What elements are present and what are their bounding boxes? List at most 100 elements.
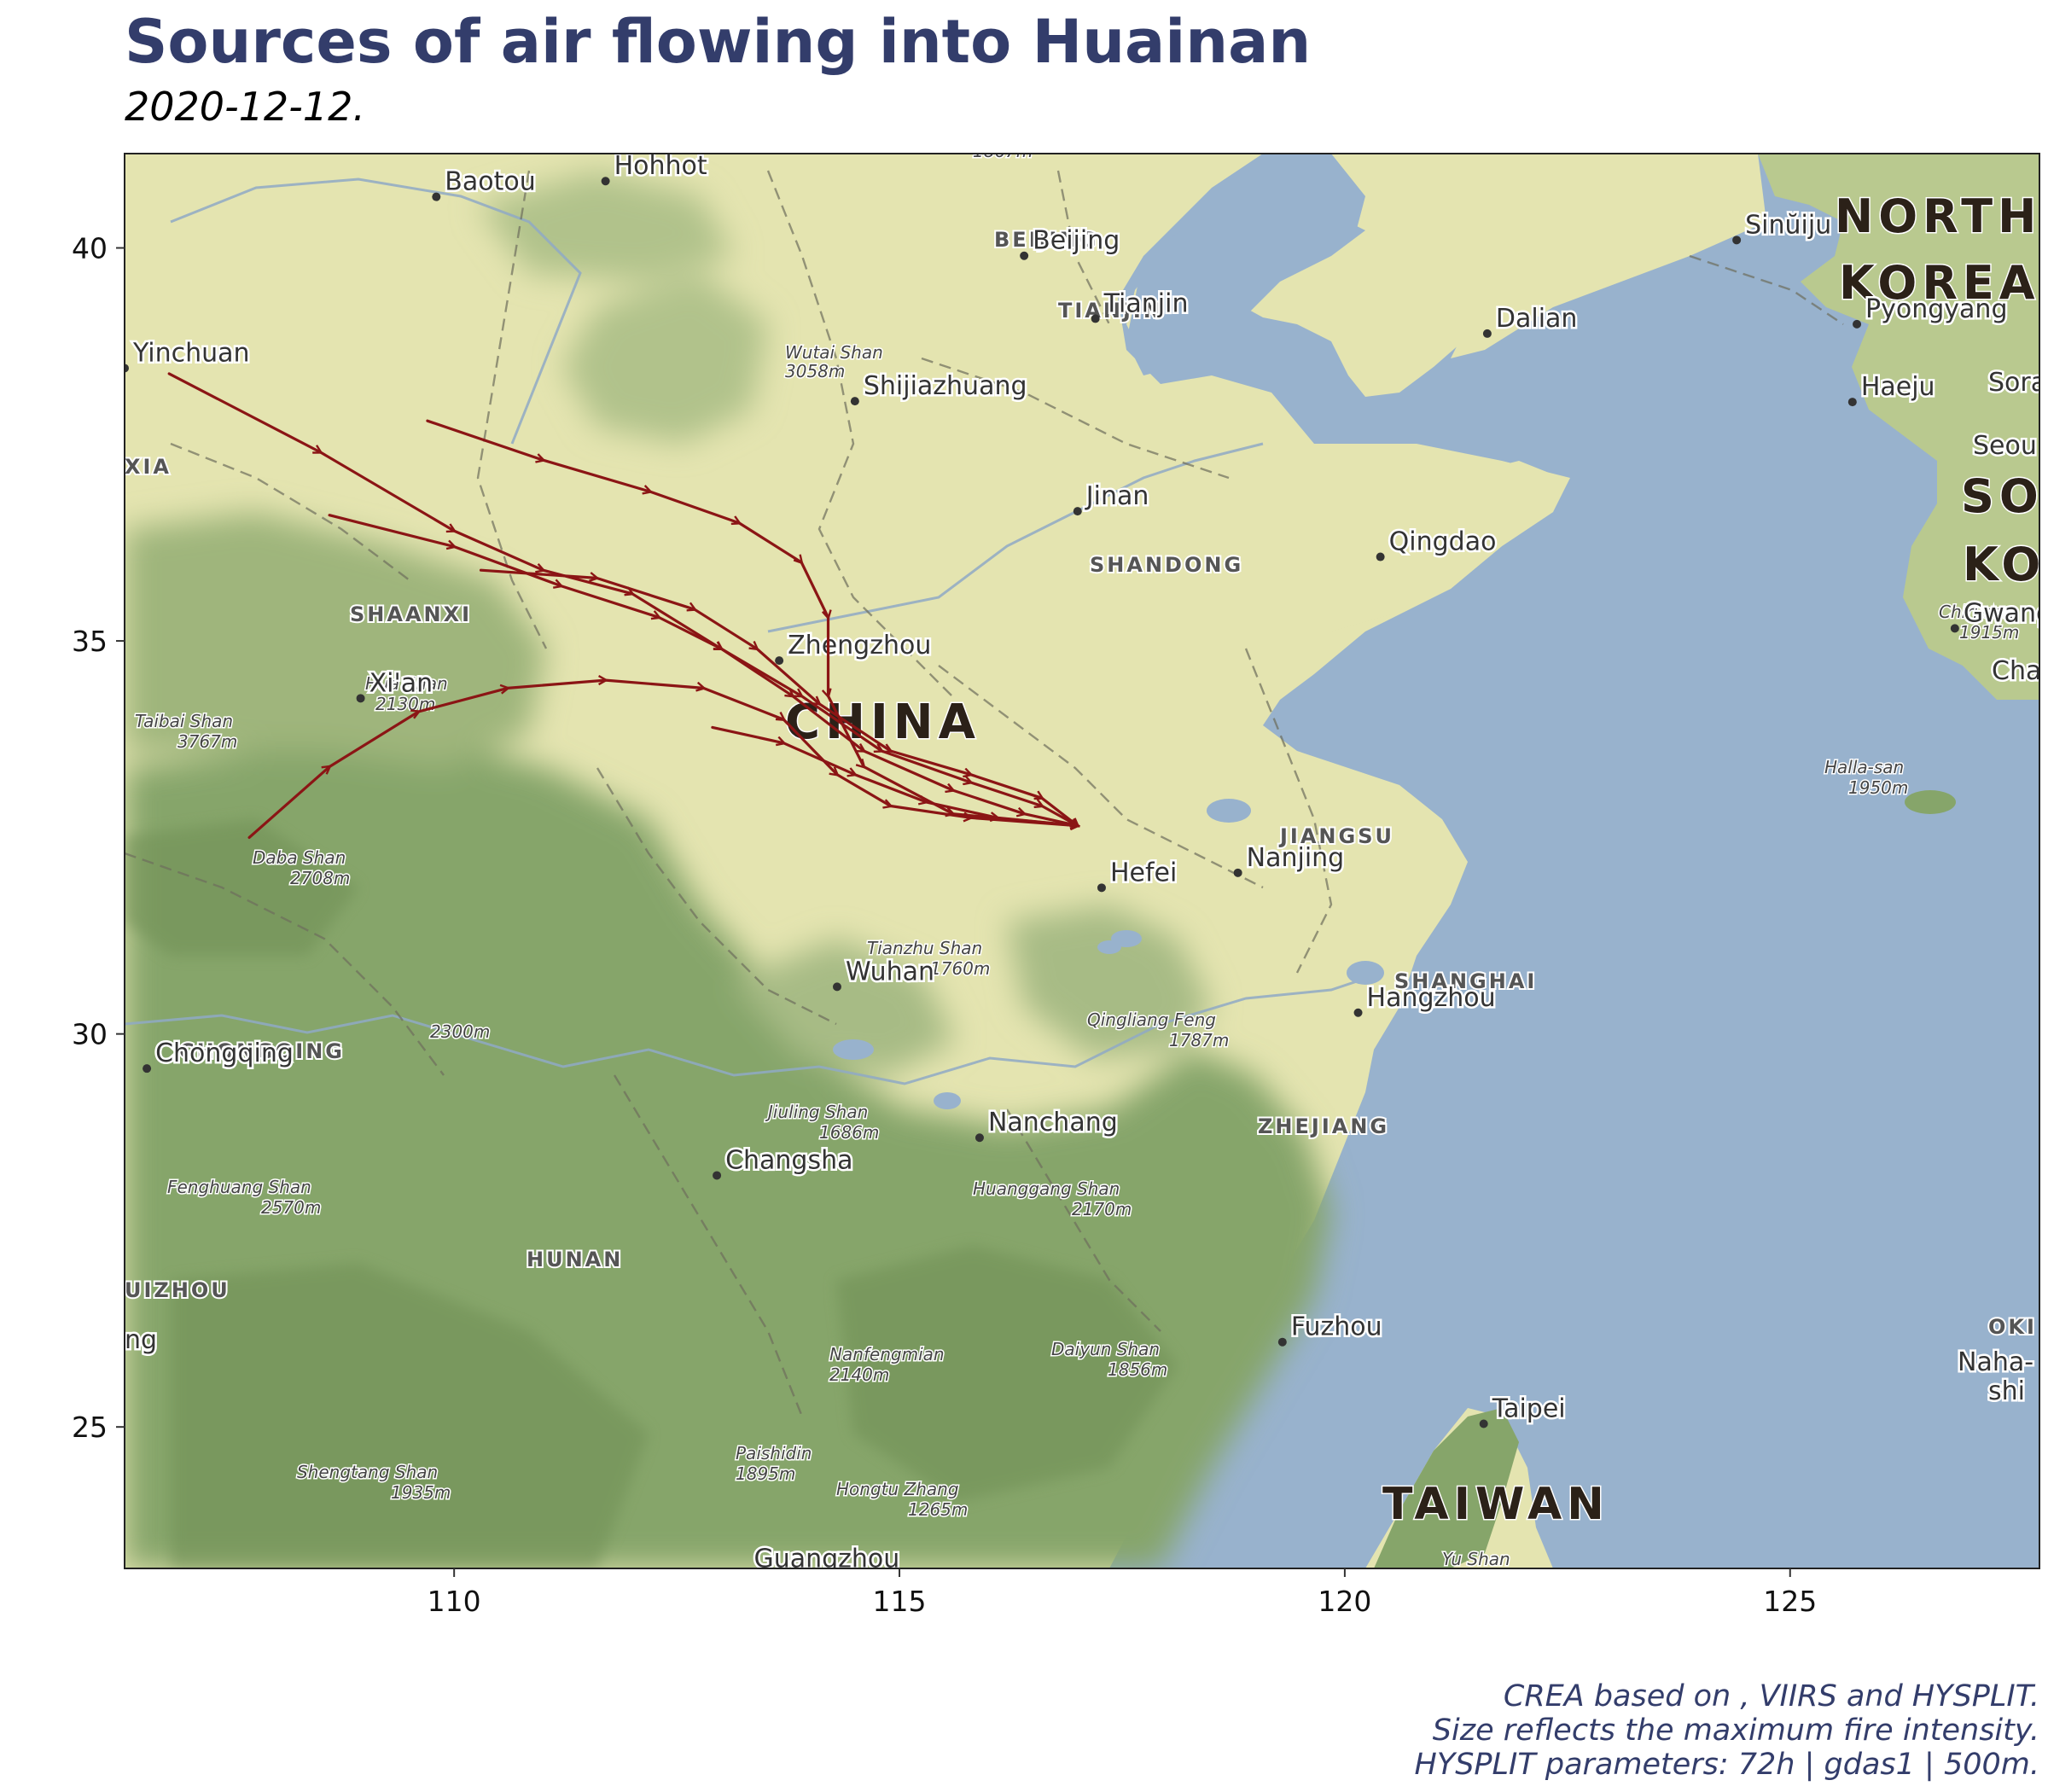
city-dot-dalian [1482, 329, 1492, 338]
province-label-shaanxi: SHAANXI [350, 602, 472, 626]
peak-elev-top: 1867m [973, 141, 1033, 161]
city-dot-pyongyang [1853, 319, 1862, 329]
trajectory-layer [167, 372, 1078, 839]
peak-elev-shengtang-shan: 1935m [391, 1482, 451, 1503]
peak-name-chiri-san: Chiri-san [1939, 602, 2015, 622]
axis-layer: 110 115 120 125 25 30 35 40 [72, 232, 1817, 1618]
province-label-jiangsu: JIANGSU [1278, 824, 1394, 848]
city-dot-qingdao [1376, 552, 1385, 561]
chart-title: Sources of air flowing into Huainan [125, 7, 1312, 77]
province-label-guizhou: UIZHOU [125, 1278, 230, 1302]
city-dot-taipei [1479, 1419, 1488, 1428]
country-label-north-korea-line1: NORTH [1835, 189, 2041, 243]
city-dot-changsha [713, 1171, 722, 1180]
country-label-taiwan: TAIWAN [1382, 1479, 1609, 1530]
bohai-sea [1126, 205, 1365, 375]
city-dot-guangzhou [741, 1569, 749, 1578]
taiwan-island [1374, 1408, 1519, 1568]
province-label-hunan: HUNAN [527, 1248, 623, 1271]
peak-name-hongtu-zhang: Hongtu Zhang [836, 1479, 959, 1499]
province-label-ningxia: XIA [125, 455, 172, 479]
city-label-taipei: Taipei [1492, 1394, 1566, 1424]
peak-elev-huanggang-shan: 2170m [1072, 1199, 1132, 1219]
city-label-naha-line2: shi [1988, 1376, 2025, 1406]
city-dot-gwangju [1950, 624, 1959, 633]
caption-line-2: Size reflects the maximum fire intensity… [1432, 1713, 2039, 1748]
caption-line-1: CREA based on , VIIRS and HYSPLIT. [1503, 1679, 2039, 1713]
city-label-seoul: Seou [1973, 431, 2037, 461]
peak-elev-daba-shan: 2708m [290, 868, 350, 888]
caption-line-3: HYSPLIT parameters: 72h | gdas1 | 500m. [1414, 1748, 2040, 1782]
peak-name-tianzhu-shan: Tianzhu Shan [867, 938, 982, 958]
trajectory-line-6 [711, 725, 1078, 825]
city-dot-fuzhou [1277, 1337, 1287, 1347]
y-tick-label: 35 [72, 625, 108, 658]
city-dot-yinchuan [125, 364, 129, 373]
city-label-guangzhou: Guangzhou [753, 1544, 899, 1574]
city-label-jinan: Jinan [1085, 481, 1149, 511]
peak-elev-qingliang-feng: 1787m [1169, 1030, 1229, 1050]
peak-name-halla-san: Halla-san [1824, 757, 1904, 777]
city-dot-nanjing [1233, 868, 1242, 877]
peak-name-qingliang-feng: Qingliang Feng [1087, 1009, 1216, 1030]
city-label-gwangju: Gwangju [1964, 598, 2048, 628]
peak-elev-paishidin: 1895m [736, 1463, 795, 1484]
province-label-shandong: SHANDONG [1090, 553, 1243, 577]
province-label-shanghai: SHANGHAI [1394, 969, 1537, 993]
liaodong-peninsula [1451, 154, 1766, 358]
peak-elev-daiyun-shan: 1856m [1108, 1359, 1167, 1380]
city-label-sora: Sora [1988, 368, 2046, 398]
peak-name-fenghuang-shan: Fenghuang Shan [167, 1177, 311, 1197]
city-label-wuhan: Wuhan [846, 957, 934, 986]
peak-name-huanggang-shan: Huanggang Shan [973, 1178, 1120, 1199]
peak-name-paishidin: Paishidin [736, 1443, 812, 1463]
terrain-shading [125, 819, 1178, 1568]
city-label-naha-line1: Naha- [1958, 1347, 2033, 1377]
city-label-fuzhou: Fuzhou [1291, 1312, 1382, 1342]
city-dot-chongqing [143, 1064, 152, 1073]
peak-name-shengtang-shan: Shengtang Shan [297, 1462, 438, 1482]
lakes [833, 799, 1384, 1109]
peak-elev-nanfengmian: 2140m [829, 1364, 889, 1385]
shandong-peninsula [1246, 444, 1570, 649]
peak-labels: Wutai Shan 3058m Hua Shan 2130m Taibai S… [134, 141, 2021, 1569]
city-dot-shijiazhuang [850, 397, 859, 406]
city-label-hangzhou: Hangzhou [1367, 983, 1496, 1013]
city-label-tianjin: Tianjin [1103, 288, 1189, 318]
city-label-xi-an: Xi'an [369, 668, 433, 698]
city-label-pyongyang: Pyongyang [1865, 294, 2007, 324]
peak-elev-tianzhu-shan: 1760m [930, 958, 990, 979]
country-label-south-korea-line2: KO [1963, 538, 2045, 591]
basemap: CHINA TAIWAN NORTH KOREA SO KO BEIJING T… [125, 141, 2048, 1578]
province-label-zhejiang: ZHEJIANG [1258, 1114, 1389, 1138]
city-dot-tianjin [1091, 314, 1100, 323]
city-label-nanchang: Nanchang [988, 1108, 1118, 1137]
chart-subtitle: 2020-12-12. [125, 84, 365, 130]
city-label-baotou: Baotou [445, 167, 535, 197]
x-tick-label: 120 [1318, 1585, 1371, 1618]
city-dot-sin-iju [1732, 236, 1742, 245]
sea-area [1109, 154, 2039, 1568]
city-label-haeju: Haeju [1861, 372, 1935, 402]
korea-peninsula [1758, 154, 2039, 700]
city-dot-haeju [1847, 398, 1857, 407]
city-label-dalian: Dalian [1496, 304, 1578, 334]
peak-elev-hongtu-zhang: 1265m [908, 1499, 968, 1520]
country-label-south-korea-line1: SO [1961, 469, 2044, 523]
city-label-qingdao: Qingdao [1389, 527, 1497, 557]
peak-name-jiuling-shan: Jiuling Shan [765, 1102, 868, 1122]
x-tick-label: 110 [428, 1585, 481, 1618]
city-label-shijiazhuang: Shijiazhuang [864, 371, 1027, 401]
city-label-yinchuan: Yinchuan [132, 338, 250, 368]
peak-name-wutai-shan: Wutai Shan [785, 342, 883, 363]
city-dot-baotou [432, 192, 441, 201]
peak-elev-wutai-shan: 3058m [785, 361, 845, 381]
peak-name-yu-shan: Yu Shan [1442, 1549, 1510, 1569]
y-tick-label: 30 [72, 1018, 108, 1051]
peak-elev-fenghuang-shan: 2570m [261, 1197, 321, 1218]
city-dot-xi-an [356, 694, 365, 703]
peak-name-nanfengmian: Nanfengmian [829, 1344, 945, 1364]
city-label-hohhot: Hohhot [614, 151, 707, 181]
y-tick-label: 25 [72, 1411, 108, 1444]
